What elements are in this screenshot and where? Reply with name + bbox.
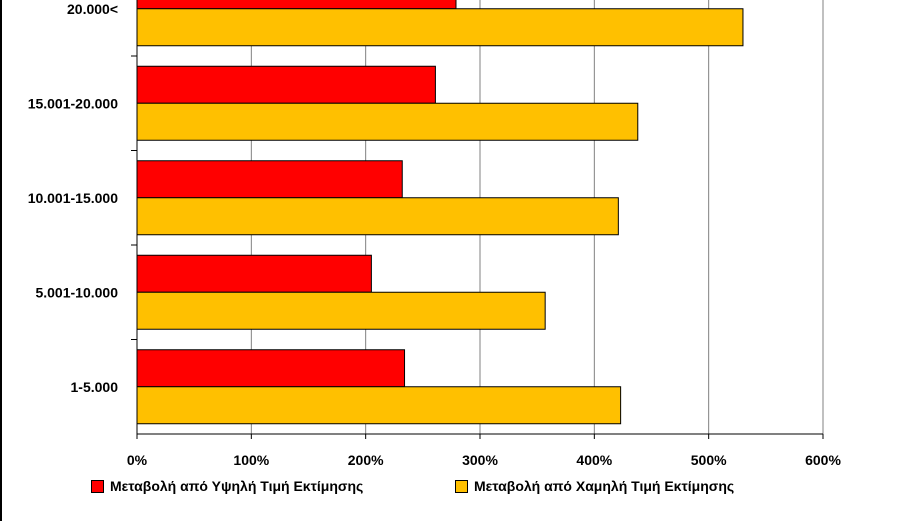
- bar-high: [136, 65, 436, 104]
- x-tick-label: 500%: [691, 452, 727, 468]
- x-tick-label: 100%: [233, 452, 269, 468]
- x-tick-label: 600%: [805, 452, 841, 468]
- bar-low: [136, 386, 622, 425]
- bar-high: [136, 349, 406, 388]
- y-tick-label: 15.001-20.000: [28, 95, 119, 111]
- bar-high: [136, 0, 457, 10]
- y-tick-label: 20.000<: [67, 1, 118, 17]
- bar-low: [136, 8, 744, 47]
- x-tick-label: 300%: [462, 452, 498, 468]
- x-tick-label: 0%: [127, 452, 148, 468]
- page-left-border: [0, 0, 2, 521]
- bar-high: [136, 254, 372, 293]
- legend-item-low: Μεταβολή από Χαμηλή Τιμή Εκτίμησης: [455, 478, 734, 494]
- y-tick-label: 5.001-10.000: [35, 284, 118, 300]
- bar-chart: 20.000< 15.001-20.000 10.001-15.000 5.001-1…: [28, 0, 841, 468]
- x-tick-label: 200%: [348, 452, 384, 468]
- bar-high: [136, 160, 403, 199]
- legend-item-high: Μεταβολή από Υψηλή Τιμή Εκτίμησης: [91, 478, 363, 494]
- legend-swatch-low: [455, 479, 468, 493]
- bar-low: [136, 102, 639, 141]
- x-tick-label: 400%: [576, 452, 612, 468]
- legend-swatch-high: [91, 479, 104, 493]
- y-tick-label: 10.001-15.000: [28, 190, 119, 206]
- chart-legend: Μεταβολή από Υψηλή Τιμή Εκτίμησης Μεταβο…: [0, 478, 910, 508]
- bar-low: [136, 291, 546, 330]
- legend-label-low: Μεταβολή από Χαμηλή Τιμή Εκτίμησης: [474, 478, 735, 494]
- y-tick-label: 1-5.000: [71, 379, 119, 395]
- bar-low: [136, 197, 619, 236]
- legend-label-high: Μεταβολή από Υψηλή Τιμή Εκτίμησης: [110, 478, 364, 494]
